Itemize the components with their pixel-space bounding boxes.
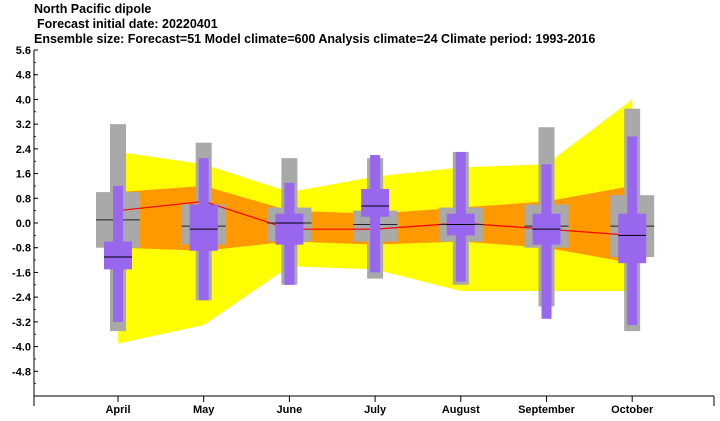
y-tick-label: 0.0: [16, 218, 31, 230]
forecast-box: [361, 189, 390, 217]
y-tick-label: 3.2: [16, 119, 31, 131]
x-tick-label: April: [105, 404, 130, 416]
y-tick-label: 0.8: [16, 193, 31, 205]
x-tick-label: September: [518, 404, 576, 416]
chart-title-block: North Pacific dipole Forecast initial da…: [34, 2, 595, 47]
y-tick-label: -4.8: [12, 366, 31, 378]
forecast-box: [104, 241, 132, 270]
x-tick-label: May: [193, 404, 215, 416]
y-tick-label: -0.8: [12, 243, 31, 255]
forecast-date: Forecast initial date: 20220401: [37, 17, 218, 31]
y-tick-label: -2.4: [12, 292, 32, 304]
y-tick-label: 4.0: [16, 94, 31, 106]
x-tick-label: July: [364, 404, 387, 416]
y-tick-label: 5.6: [16, 45, 31, 57]
y-tick-label: -4.0: [12, 342, 31, 354]
forecast-box: [618, 213, 647, 264]
x-tick-label: August: [442, 404, 480, 416]
y-tick-label: 1.6: [16, 169, 31, 181]
y-tick-label: -1.6: [12, 267, 31, 279]
ensemble-info: Ensemble size: Forecast=51 Model climate…: [34, 32, 596, 46]
chart-title: North Pacific dipole: [34, 2, 152, 16]
y-tick-label: -3.2: [12, 317, 31, 329]
x-tick-label: June: [277, 404, 303, 416]
forecast-box: [275, 213, 304, 245]
y-tick-label: 2.4: [16, 144, 32, 156]
y-tick-label: 4.8: [16, 70, 31, 82]
forecast-box: [189, 204, 218, 251]
x-tick-label: October: [611, 404, 654, 416]
